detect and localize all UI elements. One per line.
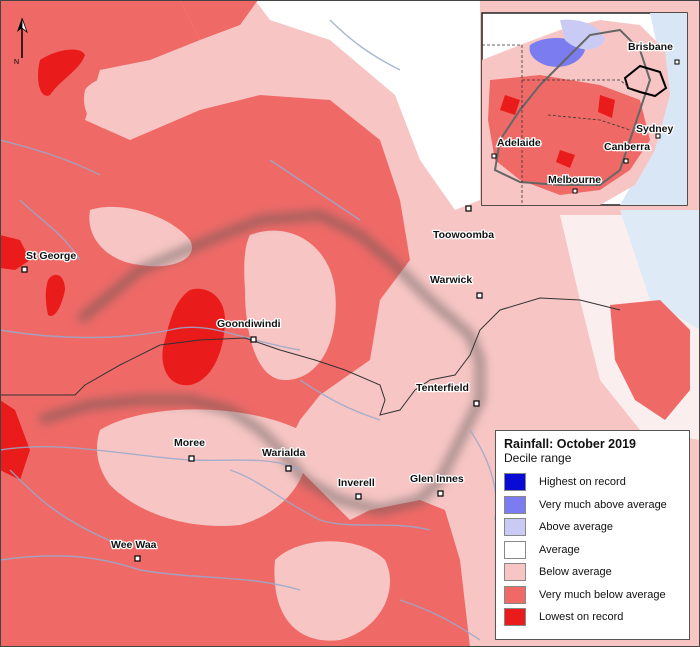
north-label: N — [14, 59, 19, 66]
legend-label: Very much above average — [539, 498, 667, 511]
tenterfield-marker[interactable] — [473, 400, 480, 407]
inset-map: Brisbane Sydney Canberra Adelaide Melbou… — [481, 12, 688, 206]
lowest-record-southwest — [0, 400, 30, 480]
wee-waa-marker[interactable] — [134, 555, 141, 562]
north-arrow: N — [14, 17, 28, 66]
town-label-toowoomba: Toowoomba — [433, 229, 494, 241]
legend-item: Average — [504, 539, 681, 562]
legend-swatch — [504, 608, 526, 627]
inverell-marker[interactable] — [355, 493, 362, 500]
town-label-moree: Moree — [174, 437, 205, 449]
legend-items: Highest on record Very much above average… — [504, 471, 681, 629]
toowoomba-marker[interactable] — [465, 205, 472, 212]
sea — [620, 210, 700, 330]
state-border — [0, 297, 621, 416]
very-much-below-region-north — [180, 0, 258, 40]
legend-item: Very much above average — [504, 494, 681, 517]
town-label-st-george: St George — [26, 250, 76, 262]
moree-marker[interactable] — [188, 455, 195, 462]
inset-blue-area — [529, 38, 585, 67]
legend-label: Below average — [539, 566, 612, 579]
average-region-northeast — [255, 0, 480, 210]
warwick-marker[interactable] — [476, 292, 483, 299]
below-avg-east — [364, 308, 481, 491]
legend-item: Above average — [504, 516, 681, 539]
inset-label-sydney: Sydney — [636, 123, 674, 135]
legend-swatch — [504, 563, 526, 582]
legend-item: Highest on record — [504, 471, 681, 494]
st-george-marker[interactable] — [21, 266, 28, 273]
inset-state-borders — [482, 44, 633, 205]
lowest-record-northwest — [38, 49, 85, 96]
inset-label-adelaide: Adelaide — [497, 137, 541, 149]
town-label-goondiwindi: Goondiwindi — [217, 318, 281, 330]
legend-label: Above average — [539, 521, 613, 534]
inset-sea — [620, 13, 687, 205]
town-label-wee-waa: Wee Waa — [111, 539, 157, 551]
legend-label: Lowest on record — [539, 611, 624, 624]
legend-title: Rainfall: October 2019 — [504, 437, 636, 451]
inset-blue-area-light — [560, 19, 605, 50]
town-label-warialda: Warialda — [262, 447, 306, 459]
inset-city-markers — [491, 59, 680, 194]
below-avg-north — [84, 74, 156, 131]
below-avg-south — [274, 541, 390, 641]
lowest-record-goondiwindi — [162, 288, 225, 386]
legend-subtitle: Decile range — [504, 451, 572, 465]
lowest-record-st-george — [45, 274, 65, 316]
inset-lowest — [500, 95, 615, 168]
legend-swatch — [504, 540, 526, 559]
goondiwindi-marker[interactable] — [250, 336, 257, 343]
town-label-warwick: Warwick — [430, 274, 472, 286]
glen-innes-marker[interactable] — [437, 490, 444, 497]
legend: Rainfall: October 2019 Decile range High… — [495, 430, 690, 640]
legend-swatch — [504, 473, 526, 492]
legend-swatch — [504, 585, 526, 604]
legend-label: Average — [539, 543, 580, 556]
inset-murray-darling-basin — [493, 28, 652, 186]
warialda-marker[interactable] — [285, 465, 292, 472]
town-label-tenterfield: Tenterfield — [416, 382, 469, 394]
legend-item: Below average — [504, 561, 681, 584]
below-avg-moree — [97, 409, 307, 526]
very-much-below-region-east — [610, 300, 690, 420]
legend-label: Highest on record — [539, 476, 626, 489]
inset-label-canberra: Canberra — [604, 141, 650, 153]
legend-item: Lowest on record — [504, 606, 681, 629]
rivers — [0, 19, 497, 641]
town-markers — [21, 205, 483, 562]
lowest-record-west — [0, 235, 30, 270]
town-label-glen-innes: Glen Innes — [410, 473, 464, 485]
legend-swatch — [504, 518, 526, 537]
legend-label: Very much below average — [539, 588, 666, 601]
below-avg-west — [89, 206, 192, 267]
town-label-inverell: Inverell — [338, 477, 375, 489]
basin-boundary-shadow — [38, 210, 485, 515]
legend-swatch — [504, 495, 526, 514]
inset-label-melbourne: Melbourne — [548, 174, 601, 186]
inset-label-brisbane: Brisbane — [628, 41, 673, 53]
legend-item: Very much below average — [504, 584, 681, 607]
